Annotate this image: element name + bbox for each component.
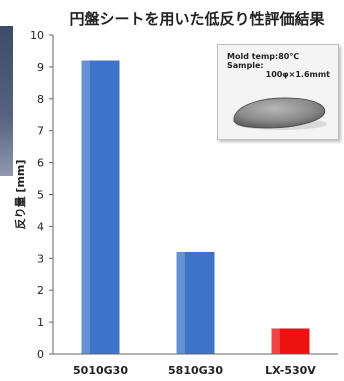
sample-info-inset: Mold temp:80℃ Sample: 100φ×1.6mmt: [217, 44, 339, 140]
x-tick-label: 5010G30: [73, 364, 128, 377]
inset-mold-temp: Mold temp:80℃: [227, 52, 300, 61]
y-tick-label: 5: [37, 189, 44, 202]
y-tick-label: 7: [37, 125, 44, 138]
x-tick-label: 5810G30: [168, 364, 223, 377]
chart-title: 円盤シートを用いた低反り性評価結果: [69, 10, 325, 28]
bar-5810g30: [176, 251, 215, 354]
bar-lx-530v: [271, 328, 310, 354]
bar-highlight: [81, 60, 90, 355]
y-tick-label: 2: [37, 284, 44, 297]
warped-disk-photo: [233, 97, 327, 130]
left-edge-decoration: [0, 26, 13, 176]
y-tick-label: 6: [37, 157, 44, 170]
inset-sample-label: Sample:: [227, 61, 264, 70]
bar-highlight: [176, 251, 185, 354]
y-tick-label: 4: [37, 220, 44, 233]
inset-sample-size: 100φ×1.6mmt: [265, 70, 330, 79]
y-tick-label: 9: [37, 61, 44, 74]
y-tick-label: 0: [37, 348, 44, 361]
y-tick-label: 3: [37, 252, 44, 265]
bar-5010g30: [81, 60, 120, 355]
y-tick-label: 10: [30, 29, 44, 42]
y-tick-label: 1: [37, 316, 44, 329]
y-tick-label: 8: [37, 93, 44, 106]
x-tick-label: LX-530V: [265, 364, 316, 377]
bar-highlight: [271, 328, 280, 354]
y-axis-label: 反り量 [mm]: [13, 160, 27, 230]
